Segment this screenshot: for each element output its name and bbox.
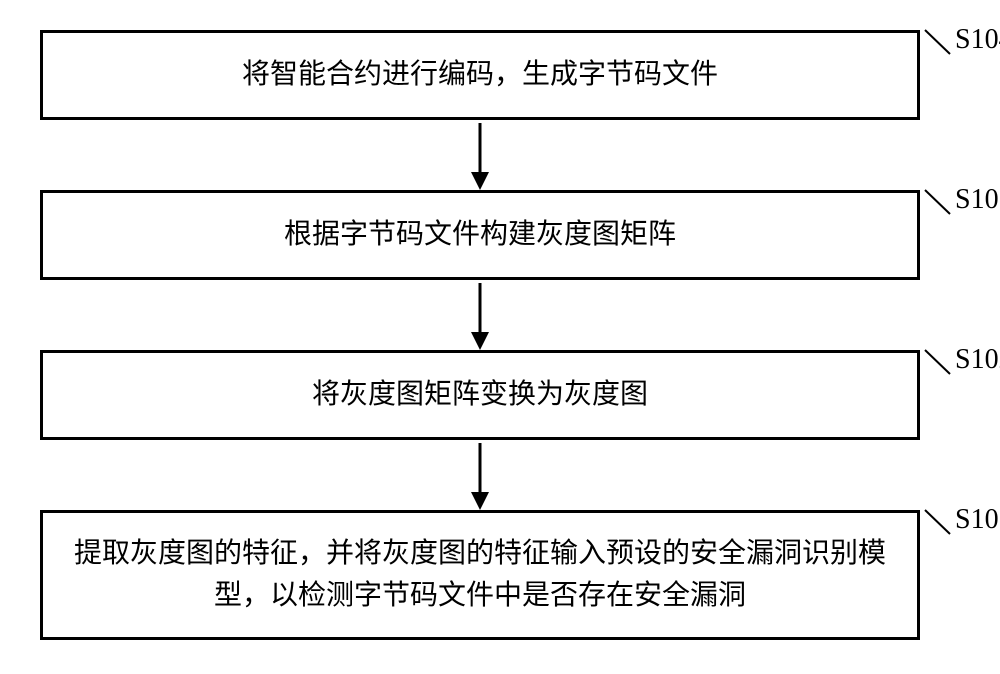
flowchart-node-text: 将智能合约进行编码，生成字节码文件 [242, 54, 718, 96]
flowchart-canvas: 将智能合约进行编码，生成字节码文件 S104 根据字节码文件构建灰度图矩阵 S101 将… [0, 0, 1000, 674]
step-label: S103 [955, 504, 1000, 536]
flowchart-node: 根据字节码文件构建灰度图矩阵 [40, 190, 920, 280]
flowchart-node: 提取灰度图的特征，并将灰度图的特征输入预设的安全漏洞识别模型，以检测字节码文件中… [40, 510, 920, 640]
flowchart-node: 将灰度图矩阵变换为灰度图 [40, 350, 920, 440]
flowchart-node-text: 提取灰度图的特征，并将灰度图的特征输入预设的安全漏洞识别模型，以检测字节码文件中… [65, 533, 895, 617]
step-label: S102 [955, 344, 1000, 376]
flowchart-node-text: 根据字节码文件构建灰度图矩阵 [284, 214, 676, 256]
flowchart-node: 将智能合约进行编码，生成字节码文件 [40, 30, 920, 120]
flowchart-node-text: 将灰度图矩阵变换为灰度图 [312, 374, 648, 416]
step-label: S104 [955, 24, 1000, 56]
step-label: S101 [955, 184, 1000, 216]
